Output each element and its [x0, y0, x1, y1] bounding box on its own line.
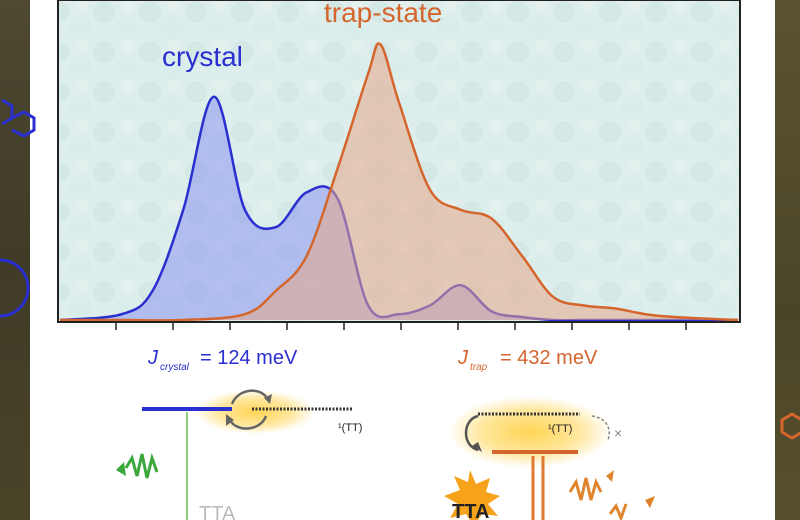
legend-label-crystal: crystal: [162, 41, 243, 72]
trap-energy-diagram: ¹(TT) × TTA: [444, 396, 655, 520]
j-trap-symbol: J: [457, 347, 469, 369]
cycle-arrowhead-bottom-left: [226, 414, 234, 426]
trap-glow: [448, 396, 612, 468]
series-trap-state-area: [60, 43, 738, 321]
legend-label-trap-state: trap-state: [324, 0, 442, 28]
molecule-decoration-left: [0, 98, 36, 318]
photon-wave-right-2: [608, 503, 628, 520]
cycle-arrowhead-top-left: [264, 394, 272, 404]
series-trap-state-line: [59, 42, 739, 322]
j-crystal-subscript: crystal: [160, 362, 190, 373]
j-crystal-annotation: J crystal = 124 meV: [147, 347, 298, 373]
tta-starburst: [444, 470, 500, 520]
blocked-x-mark: ×: [614, 425, 622, 441]
photon-wave-left: [124, 452, 159, 479]
crystal-glow: [195, 390, 315, 434]
x-axis-ticks: [115, 322, 687, 330]
plot-frame: [57, 0, 741, 323]
photon-arrowhead-right: [606, 470, 614, 482]
j-crystal-value: = 124 meV: [200, 347, 298, 369]
tta-label-left: TTA: [199, 503, 236, 520]
tt-label-right: ¹(TT): [548, 423, 572, 435]
j-trap-value: = 432 meV: [500, 347, 598, 369]
cycle-arrow-right: [464, 414, 479, 452]
blocked-arrow: [591, 415, 610, 441]
photon-arrowhead-right-2: [645, 496, 655, 508]
photon-wave-right: [568, 477, 603, 501]
series-crystal-area: [60, 96, 738, 321]
cycle-arrow-bottom-left: [228, 415, 268, 430]
tt-label-left: ¹(TT): [338, 422, 362, 434]
j-trap-subscript: trap: [470, 362, 488, 373]
j-trap-annotation: J trap = 432 meV: [457, 347, 598, 373]
tta-label-right: TTA: [452, 501, 489, 520]
cycle-arrowhead-right: [472, 442, 482, 452]
cycle-arrow-top-left: [230, 389, 270, 405]
molecule-decoration-right: [780, 412, 800, 440]
crystal-energy-diagram: ¹(TT) TTA: [116, 389, 362, 520]
j-crystal-symbol: J: [147, 347, 159, 369]
photon-arrowhead-left: [116, 462, 126, 476]
